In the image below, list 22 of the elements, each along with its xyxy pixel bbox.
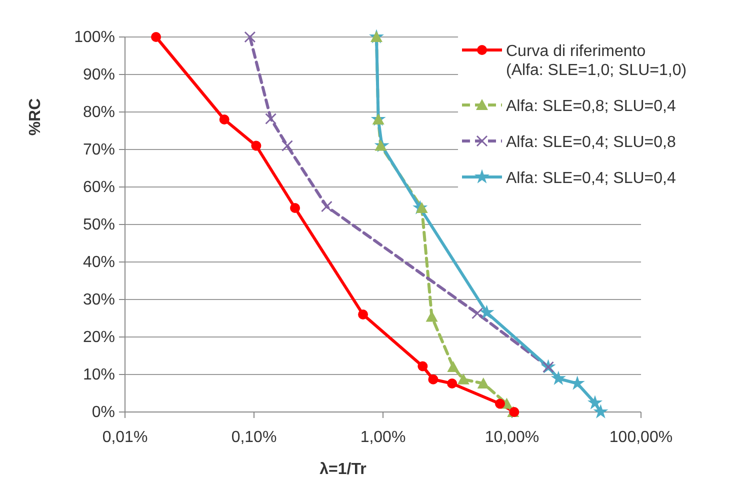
x-tick-label: 0,10%: [231, 429, 277, 446]
y-axis-title: %RC: [27, 98, 44, 136]
y-tick-label: 0%: [92, 404, 115, 421]
y-tick-label: 90%: [82, 66, 115, 84]
x-axis-title: λ=1/Tr: [320, 461, 366, 478]
x-tick-label: 10,00%: [484, 429, 540, 446]
y-tick-label: 40%: [82, 254, 115, 271]
y-tick-label: 30%: [82, 292, 115, 308]
y-tick-label: 50%: [82, 216, 115, 234]
y-tick-label: 20%: [82, 329, 115, 346]
y-tick-label: 10%: [82, 366, 115, 384]
x-tick-label: 0,01%: [102, 429, 148, 446]
legend-label: Alfa: SLE=0,8; SLU=0,4: [506, 98, 676, 115]
y-tick-label: 100%: [74, 29, 115, 46]
legend-label: Alfa: SLE=0,4; SLU=0,8: [506, 134, 676, 151]
x-tick-label: 100,00%: [609, 429, 673, 446]
y-tick-label: 70%: [82, 142, 115, 158]
x-tick-label: 1,00%: [360, 429, 406, 446]
y-tick-label: 80%: [82, 104, 115, 121]
legend-label: Alfa: SLE=0,4; SLU=0,4: [506, 170, 676, 187]
legend-label: Curva di riferimento (Alfa: SLE=1,0; SLU=1,0): [506, 43, 687, 79]
y-tick-label: 60%: [82, 179, 115, 196]
